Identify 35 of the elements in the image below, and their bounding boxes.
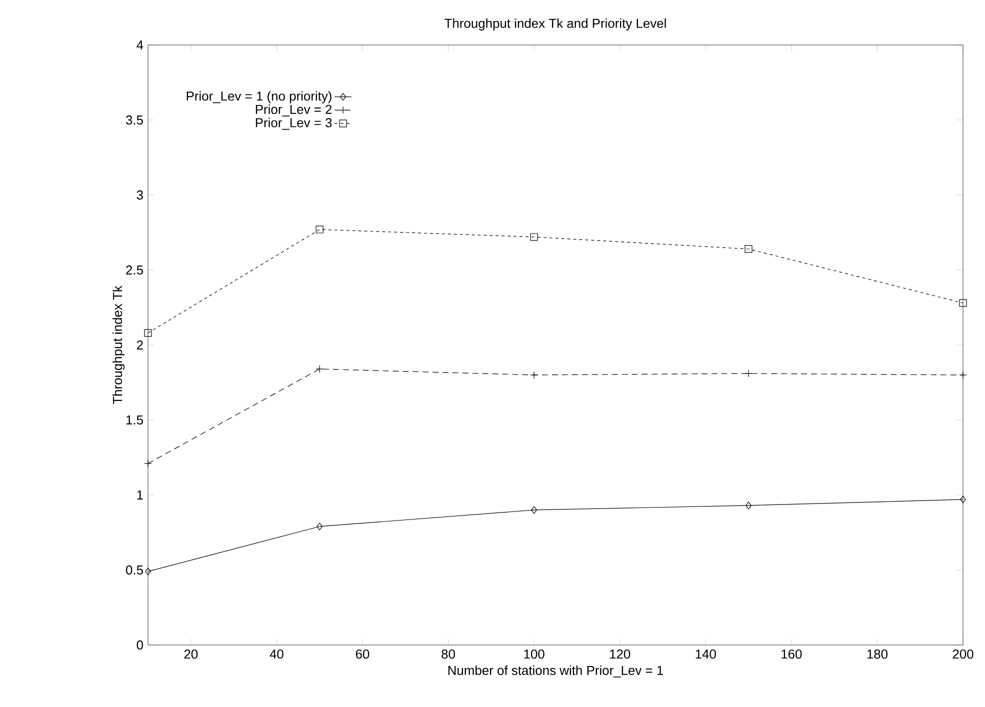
x-tick-label: 160 xyxy=(782,649,802,659)
x-tick-label: 180 xyxy=(867,649,888,659)
y-tick-label: 4 xyxy=(136,40,144,50)
y-tick-label: 0.5 xyxy=(126,565,143,575)
legend-label: Prior_Lev = 3 xyxy=(256,118,332,130)
x-axis-title: Number of stations with Prior_Lev = 1 xyxy=(448,665,664,678)
x-tick-label: 60 xyxy=(356,649,370,659)
y-tick-label: 3.5 xyxy=(126,115,143,125)
y-tick-label: 0 xyxy=(136,640,143,650)
x-tick-label: 40 xyxy=(270,649,284,659)
point xyxy=(960,496,966,504)
x-tick-label: 120 xyxy=(610,649,630,659)
point xyxy=(746,502,752,510)
x-tick-label: 80 xyxy=(442,649,455,659)
legend-label: Prior_Lev = 2 xyxy=(256,104,332,116)
y-tick-label: 1.5 xyxy=(126,415,143,424)
legend-label: Prior_Lev = 1 (no priority) xyxy=(186,91,332,104)
x-tick-label: 100 xyxy=(524,649,544,659)
point xyxy=(316,522,323,530)
point xyxy=(531,506,537,514)
y-tick-label: 2 xyxy=(136,340,143,350)
point xyxy=(316,226,324,234)
point xyxy=(144,329,152,337)
x-tick-label: 140 xyxy=(696,649,716,659)
x-tick-label: 20 xyxy=(184,649,198,659)
y-tick-label: 2.5 xyxy=(126,265,143,275)
x-tick-label: 200 xyxy=(952,649,974,659)
chart-title: Throughput index Tk and Priority Level xyxy=(444,18,666,30)
y-tick-label: 3 xyxy=(136,190,143,200)
point xyxy=(959,299,967,307)
y-tick-label: 1 xyxy=(137,490,143,500)
point xyxy=(744,245,752,253)
point xyxy=(530,233,538,241)
y-axis-title: Throughput index Tk xyxy=(112,286,125,404)
point xyxy=(145,568,151,576)
